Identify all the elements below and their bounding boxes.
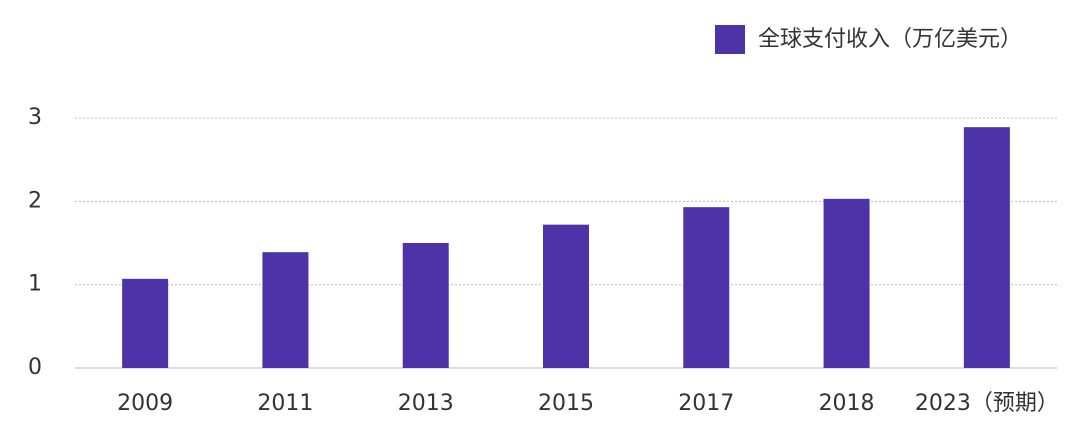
legend-swatch (715, 25, 745, 54)
y-tick-label: 2 (28, 188, 42, 213)
x-tick-label: 2015 (538, 391, 594, 416)
bar (683, 207, 730, 368)
legend-label: 全球支付收入（万亿美元） (758, 27, 1022, 52)
bar (543, 224, 589, 368)
x-tick-label: 2013 (398, 391, 454, 416)
x-tick-label: 2017 (678, 391, 734, 416)
bar (823, 198, 870, 368)
x-tick-label: 2018 (819, 391, 875, 416)
bar (963, 127, 1010, 369)
x-tick-label: 2011 (257, 391, 313, 416)
y-tick-label: 1 (28, 272, 42, 297)
y-tick-label: 0 (28, 355, 42, 380)
x-tick-label: 2009 (117, 391, 173, 416)
bar (262, 252, 309, 368)
y-tick-label: 3 (28, 105, 42, 130)
x-tick-label: 2023（预期） (915, 391, 1059, 416)
bar (402, 243, 449, 368)
bar (122, 278, 169, 368)
